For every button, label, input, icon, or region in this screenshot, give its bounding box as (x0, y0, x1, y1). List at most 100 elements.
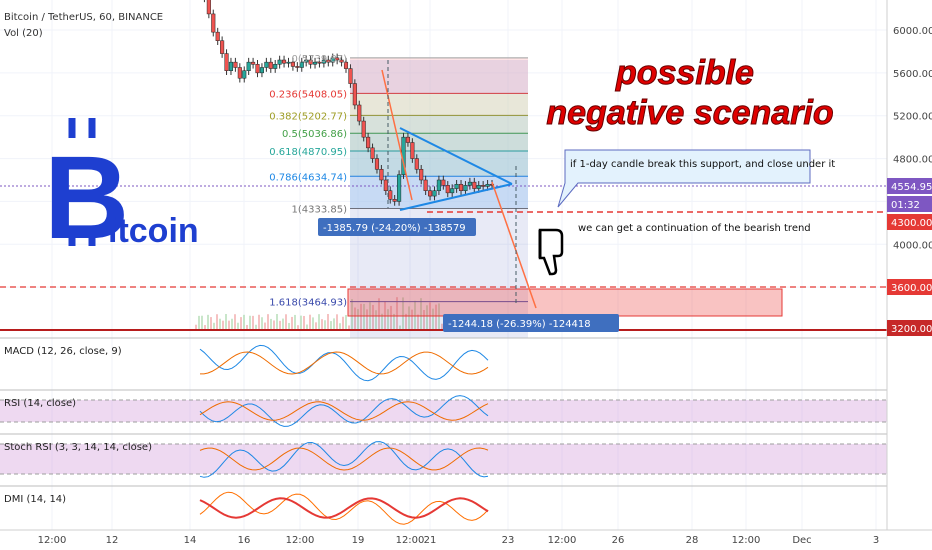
candle-body (472, 181, 477, 189)
symbol-title[interactable]: Bitcoin / TetherUS, 60, BINANCE (4, 12, 164, 23)
price-tick-label: 5600.00 (893, 69, 932, 80)
volume-bar (252, 315, 254, 330)
volume-bar (330, 321, 332, 330)
volume-bar (231, 318, 233, 330)
volume-bar (324, 320, 326, 330)
candle-body (379, 169, 384, 181)
volume-bar (300, 315, 302, 330)
volume-bar (333, 318, 335, 330)
downtrend-arrow[interactable] (381, 69, 413, 201)
volume-bar (312, 317, 314, 330)
candle-body (388, 190, 393, 200)
volume-bar (393, 313, 395, 330)
price-tag-bg (887, 320, 932, 336)
volume-bar (198, 315, 200, 330)
volume-bar (414, 300, 416, 330)
volume-bar (282, 318, 284, 330)
volume-bar (306, 324, 308, 330)
candle-body (321, 59, 326, 64)
candle-body (423, 179, 428, 191)
projection-arrow[interactable] (491, 181, 537, 309)
volume-bar (366, 309, 368, 330)
price-tag-label: 4554.95 (891, 182, 932, 193)
time-tick-label: 16 (238, 535, 251, 546)
volume-bar (381, 313, 383, 330)
volume-bar (345, 315, 347, 330)
candle-body (348, 68, 353, 84)
indicator-line-a (199, 395, 489, 427)
volume-bar (441, 323, 443, 330)
volume-bar (237, 322, 239, 330)
candle-body (224, 53, 229, 71)
candle-body (228, 61, 234, 71)
candle-body (286, 61, 291, 64)
volume-bar (396, 297, 398, 330)
volume-bar (408, 306, 410, 330)
volume-bar (420, 298, 422, 330)
volume-bar (210, 317, 212, 330)
time-tick-label: 12:00 (732, 535, 761, 546)
triangle-lower-line[interactable] (399, 183, 513, 211)
candle-body (450, 188, 455, 194)
volume-bar (387, 309, 389, 330)
fib-label: 0.5(5036.86) (282, 129, 347, 140)
price-candles (203, 0, 495, 206)
volume-bar (207, 314, 209, 330)
callout-bubble[interactable]: if 1-day candle break this support, and … (557, 149, 835, 208)
volume-bar (390, 305, 392, 330)
volume-bar (213, 322, 215, 330)
candle-body (282, 59, 287, 64)
continuation-text: we can get a continuation of the bearish… (578, 223, 811, 234)
target-zone[interactable] (347, 288, 783, 317)
candle-body (211, 13, 216, 33)
volume-bar (378, 298, 380, 330)
candle-body (357, 104, 362, 122)
time-tick-label: 19 (352, 535, 365, 546)
candle-body (246, 61, 251, 71)
candle-body (458, 184, 464, 191)
candle-body (251, 61, 256, 65)
volume-bar (399, 325, 401, 330)
volume-bar (435, 304, 437, 330)
volume-bars (195, 297, 491, 330)
volume-bar (246, 324, 248, 330)
scenario-title-line1: possible (615, 54, 754, 92)
fib-label: 0.786(4634.74) (269, 172, 347, 183)
time-tick-label: 28 (686, 535, 699, 546)
candle-body (463, 185, 468, 191)
volume-bar (243, 314, 245, 330)
time-tick-label: 12 (106, 535, 119, 546)
bitcoin-logo: B itcoin (44, 118, 199, 264)
candle-body (476, 185, 481, 189)
volume-bar (402, 297, 404, 330)
measure-label-2: -1244.18 (-26.39%) -124418 (448, 319, 591, 330)
candle-body (419, 169, 424, 181)
candle-body (366, 136, 371, 149)
time-tick-label: 12:00 (396, 535, 425, 546)
candle-body (264, 61, 269, 68)
volume-bar (417, 314, 419, 330)
fib-zone (350, 133, 528, 151)
volume-bar (351, 299, 353, 330)
volume-bar (267, 314, 269, 330)
candle-body (255, 64, 260, 74)
volume-bar (225, 314, 227, 330)
candle-body (352, 83, 357, 106)
candle-body (467, 181, 472, 186)
fib-label: 0.236(5408.05) (269, 89, 347, 100)
candle-body (330, 57, 335, 63)
price-tag-label: 4300.00 (891, 218, 932, 229)
svg-text:itcoin: itcoin (108, 212, 199, 250)
fib-label: 1(4333.85) (291, 205, 347, 216)
triangle-upper-line[interactable] (399, 127, 513, 185)
volume-bar (315, 322, 317, 330)
candle-body (312, 61, 318, 65)
measure-label-2-bg (443, 314, 619, 332)
candle-body (277, 59, 282, 65)
candle-body (317, 61, 322, 64)
price-tick-label: 4000.00 (893, 240, 932, 251)
time-axis[interactable]: 12:00 12 14 16 12:00 19 12:00 21 23 12:00 26 28 12:0… (38, 535, 880, 546)
svg-text:B: B (44, 132, 129, 264)
price-tag-label: 01:32 (891, 200, 920, 211)
